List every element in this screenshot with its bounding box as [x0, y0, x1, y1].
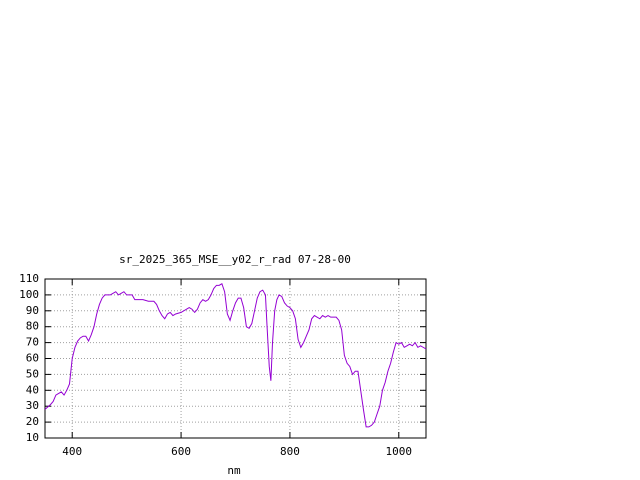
y-tick-label: 20	[26, 415, 39, 428]
data-line	[44, 283, 427, 428]
chart-title: sr_2025_365_MSE__y02_r_rad 07-28-00	[119, 253, 351, 266]
x-axis-label: nm	[227, 464, 241, 477]
plot-frame	[44, 278, 427, 439]
y-tick-label: 60	[26, 352, 39, 365]
y-tick-label: 70	[26, 336, 39, 349]
x-tick-label: 600	[171, 445, 191, 458]
x-tick-label: 800	[280, 445, 300, 458]
x-tick-label: 1000	[386, 445, 413, 458]
y-tick-label: 30	[26, 399, 39, 412]
y-tick-label: 110	[19, 272, 39, 285]
y-tick-label: 10	[26, 431, 39, 444]
y-tick-label: 80	[26, 320, 39, 333]
y-tick-label: 100	[19, 288, 39, 301]
x-tick-label: 400	[62, 445, 82, 458]
y-tick-label: 40	[26, 383, 39, 396]
y-tick-label: 90	[26, 304, 39, 317]
y-tick-label: 50	[26, 367, 39, 380]
